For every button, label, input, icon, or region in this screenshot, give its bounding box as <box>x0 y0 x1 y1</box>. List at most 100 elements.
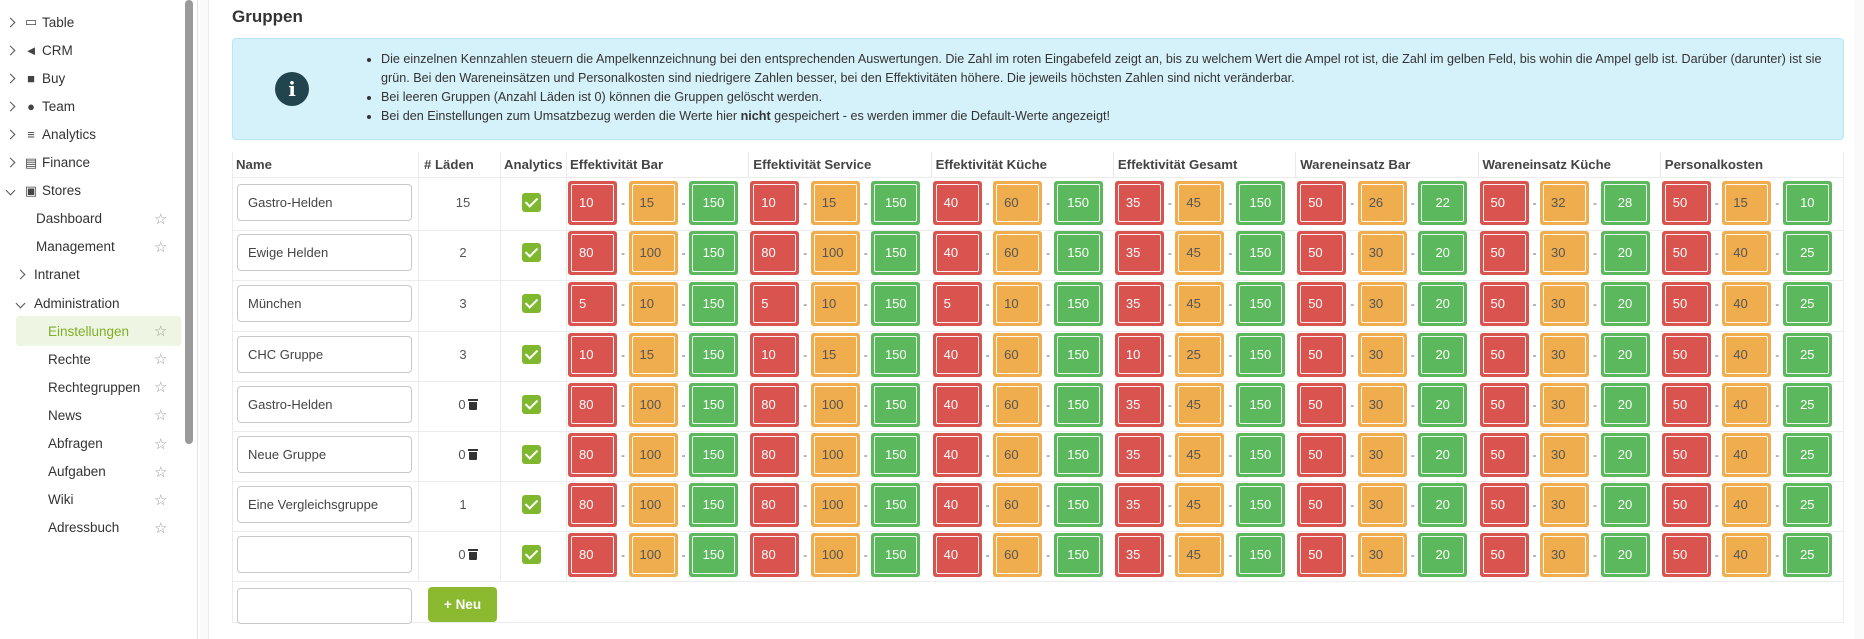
threshold-yellow-input[interactable]: 30 <box>1540 483 1589 527</box>
threshold-red-input[interactable]: 50 <box>1479 483 1529 527</box>
star-icon[interactable]: ☆ <box>154 435 168 453</box>
threshold-red-input[interactable]: 5 <box>750 282 800 326</box>
star-icon[interactable]: ☆ <box>154 407 168 425</box>
threshold-yellow-input[interactable]: 100 <box>810 533 860 577</box>
sidebar-item-analytics[interactable]: ≡ Analytics <box>5 119 167 149</box>
group-name-input[interactable]: Gastro-Helden <box>237 184 412 221</box>
group-name-input[interactable]: Gastro-Helden <box>237 386 412 423</box>
threshold-yellow-input[interactable]: 40 <box>1722 333 1772 377</box>
threshold-red-input[interactable]: 50 <box>1297 383 1347 427</box>
sidebar-item-wiki[interactable]: Wiki ☆ <box>48 485 176 515</box>
threshold-yellow-input[interactable]: 32 <box>1540 181 1589 225</box>
threshold-yellow-input[interactable]: 45 <box>1175 483 1225 527</box>
threshold-red-input[interactable]: 50 <box>1661 231 1711 275</box>
threshold-red-input[interactable]: 35 <box>1114 282 1164 326</box>
threshold-yellow-input[interactable]: 30 <box>1540 383 1589 427</box>
threshold-yellow-input[interactable]: 15 <box>810 333 860 377</box>
new-group-button[interactable]: + Neu <box>428 587 497 622</box>
threshold-yellow-input[interactable]: 100 <box>810 433 860 477</box>
threshold-red-input[interactable]: 50 <box>1479 383 1529 427</box>
threshold-yellow-input[interactable]: 40 <box>1722 483 1772 527</box>
threshold-red-input[interactable]: 80 <box>750 383 800 427</box>
threshold-red-input[interactable]: 50 <box>1297 231 1347 275</box>
threshold-yellow-input[interactable]: 15 <box>810 181 860 225</box>
analytics-checkbox[interactable] <box>522 495 541 514</box>
threshold-yellow-input[interactable]: 30 <box>1540 282 1589 326</box>
sidebar-item-intranet[interactable]: Intranet <box>15 260 167 290</box>
threshold-red-input[interactable]: 50 <box>1661 282 1711 326</box>
threshold-yellow-input[interactable]: 25 <box>1175 333 1225 377</box>
threshold-red-input[interactable]: 50 <box>1661 483 1711 527</box>
threshold-red-input[interactable]: 50 <box>1479 181 1529 225</box>
threshold-red-input[interactable]: 50 <box>1661 383 1711 427</box>
star-icon[interactable]: ☆ <box>154 351 168 369</box>
threshold-red-input[interactable]: 50 <box>1479 533 1529 577</box>
threshold-red-input[interactable]: 50 <box>1661 433 1711 477</box>
threshold-yellow-input[interactable]: 100 <box>810 383 860 427</box>
sidebar-item-adressbuch[interactable]: Adressbuch ☆ <box>48 513 176 543</box>
threshold-yellow-input[interactable]: 100 <box>628 383 678 427</box>
threshold-red-input[interactable]: 50 <box>1479 231 1529 275</box>
analytics-checkbox[interactable] <box>522 345 541 364</box>
star-icon[interactable]: ☆ <box>154 238 168 256</box>
threshold-yellow-input[interactable]: 26 <box>1357 181 1407 225</box>
threshold-red-input[interactable]: 40 <box>932 483 982 527</box>
threshold-yellow-input[interactable]: 45 <box>1175 181 1225 225</box>
sidebar-item-einstellungen[interactable]: Einstellungen ☆ <box>16 316 181 347</box>
threshold-red-input[interactable]: 50 <box>1479 333 1529 377</box>
threshold-red-input[interactable]: 50 <box>1661 333 1711 377</box>
threshold-yellow-input[interactable]: 15 <box>628 333 678 377</box>
threshold-red-input[interactable]: 50 <box>1297 333 1347 377</box>
threshold-red-input[interactable]: 80 <box>568 231 617 275</box>
star-icon[interactable]: ☆ <box>154 491 168 509</box>
threshold-yellow-input[interactable]: 30 <box>1357 433 1407 477</box>
star-icon[interactable]: ☆ <box>154 379 168 397</box>
threshold-yellow-input[interactable]: 100 <box>810 483 860 527</box>
threshold-yellow-input[interactable]: 45 <box>1175 433 1225 477</box>
sidebar-item-management[interactable]: Management ☆ <box>36 232 176 262</box>
threshold-yellow-input[interactable]: 15 <box>1722 181 1772 225</box>
threshold-red-input[interactable]: 35 <box>1114 231 1164 275</box>
analytics-checkbox[interactable] <box>522 193 541 212</box>
threshold-red-input[interactable]: 35 <box>1114 383 1164 427</box>
threshold-red-input[interactable]: 50 <box>1479 282 1529 326</box>
threshold-red-input[interactable]: 35 <box>1114 533 1164 577</box>
threshold-yellow-input[interactable]: 15 <box>628 181 678 225</box>
sidebar-item-crm[interactable]: ◄ CRM <box>5 35 167 65</box>
sidebar-item-buy[interactable]: ■ Buy <box>5 63 167 93</box>
threshold-red-input[interactable]: 40 <box>932 533 982 577</box>
star-icon[interactable]: ☆ <box>154 463 168 481</box>
analytics-checkbox[interactable] <box>522 243 541 262</box>
threshold-red-input[interactable]: 50 <box>1479 433 1529 477</box>
sidebar-item-finance[interactable]: ▤ Finance <box>5 148 167 178</box>
threshold-yellow-input[interactable]: 30 <box>1357 333 1407 377</box>
threshold-red-input[interactable]: 35 <box>1114 181 1164 225</box>
threshold-red-input[interactable]: 80 <box>568 433 617 477</box>
threshold-yellow-input[interactable]: 40 <box>1722 383 1772 427</box>
threshold-red-input[interactable]: 10 <box>568 181 617 225</box>
threshold-red-input[interactable]: 40 <box>932 433 982 477</box>
sidebar-item-news[interactable]: News ☆ <box>48 400 176 430</box>
threshold-red-input[interactable]: 35 <box>1114 483 1164 527</box>
threshold-red-input[interactable]: 10 <box>750 181 800 225</box>
trash-icon[interactable] <box>467 449 478 460</box>
threshold-red-input[interactable]: 5 <box>568 282 617 326</box>
threshold-red-input[interactable]: 35 <box>1114 433 1164 477</box>
analytics-checkbox[interactable] <box>522 395 541 414</box>
trash-icon[interactable] <box>467 549 478 560</box>
threshold-yellow-input[interactable]: 30 <box>1540 433 1589 477</box>
threshold-red-input[interactable]: 80 <box>568 383 617 427</box>
threshold-red-input[interactable]: 40 <box>932 333 982 377</box>
threshold-yellow-input[interactable]: 40 <box>1722 231 1772 275</box>
threshold-yellow-input[interactable]: 60 <box>993 533 1043 577</box>
threshold-yellow-input[interactable]: 30 <box>1357 231 1407 275</box>
star-icon[interactable]: ☆ <box>154 323 168 341</box>
threshold-red-input[interactable]: 50 <box>1297 433 1347 477</box>
threshold-yellow-input[interactable]: 60 <box>993 333 1043 377</box>
threshold-yellow-input[interactable]: 60 <box>993 383 1043 427</box>
group-name-input[interactable]: Ewige Helden <box>237 234 412 271</box>
threshold-red-input[interactable]: 50 <box>1297 483 1347 527</box>
threshold-yellow-input[interactable]: 45 <box>1175 231 1225 275</box>
threshold-yellow-input[interactable]: 30 <box>1357 282 1407 326</box>
threshold-yellow-input[interactable]: 30 <box>1540 533 1589 577</box>
